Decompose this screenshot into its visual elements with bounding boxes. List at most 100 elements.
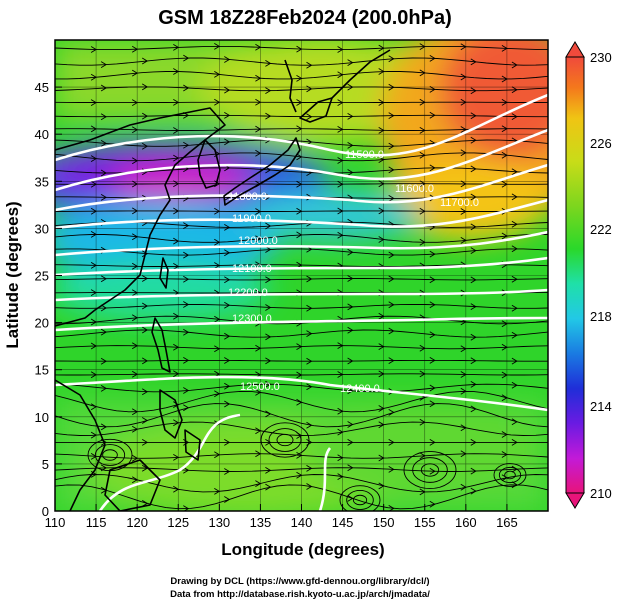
flow-arrowhead (183, 301, 190, 308)
flow-arrowhead (265, 333, 272, 341)
eddy-streamline (403, 450, 457, 490)
flow-arrowhead (501, 474, 508, 482)
streamline (55, 329, 548, 338)
flow-arrowhead (296, 125, 303, 133)
flow-arrowhead (141, 83, 149, 91)
flow-arrowhead (265, 87, 272, 94)
flow-arrowhead (141, 112, 149, 120)
eddy-streamline (346, 490, 374, 510)
flow-arrowhead (296, 343, 303, 350)
flow-arrowhead (378, 343, 385, 350)
flow-arrowhead (214, 315, 221, 323)
flow-arrowhead (347, 495, 354, 502)
contour-label: 12200.0 (228, 287, 268, 299)
flow-arrowhead (183, 84, 190, 92)
flow-arrowhead (296, 471, 303, 479)
flow-arrowhead (378, 180, 385, 188)
flow-arrowhead (511, 193, 518, 201)
y-tick-label: 20 (35, 316, 49, 331)
flow-arrowhead (378, 68, 385, 75)
flow-arrowhead (265, 483, 272, 491)
flow-arrowhead (183, 357, 190, 364)
flow-arrowhead (265, 357, 272, 365)
flow-arrowhead (173, 154, 180, 162)
flow-arrowhead (347, 59, 354, 66)
flow-arrowhead (470, 357, 477, 365)
flow-arrowhead (511, 86, 518, 94)
flow-arrowhead (429, 301, 436, 309)
flow-arrowhead (296, 99, 303, 106)
flow-arrowhead (419, 370, 426, 378)
flow-arrowhead (347, 113, 354, 120)
flow-arrowhead (265, 304, 272, 311)
flow-arrowhead (224, 382, 231, 390)
flow-arrowhead (460, 237, 467, 244)
flow-arrowhead (378, 405, 385, 412)
flow-arrowhead (347, 248, 354, 256)
flow-arrowhead (501, 371, 508, 379)
flow-arrowhead (419, 344, 426, 352)
y-axis: 0 5 10 15 20 25 30 35 40 45 (35, 80, 62, 519)
eddy-streamline (268, 428, 302, 452)
flow-arrowhead (214, 488, 221, 495)
flow-arrowhead (429, 164, 436, 172)
flow-arrowhead (141, 326, 149, 334)
flow-arrowhead (501, 232, 508, 240)
flow-arrowhead (265, 467, 272, 474)
flow-arrowhead (255, 98, 262, 106)
flow-arrowhead (265, 222, 272, 230)
y-tick-label: 15 (35, 363, 49, 378)
flow-arrowhead (347, 439, 354, 446)
flow-arrowhead (337, 231, 344, 239)
flow-arrowhead (131, 408, 139, 416)
flow-arrowhead (501, 180, 508, 188)
flow-arrowhead (470, 276, 477, 284)
flow-arrowhead (255, 427, 262, 435)
flow-arrowhead (255, 208, 262, 215)
flow-arrowhead (183, 387, 190, 394)
flow-arrowhead (378, 44, 385, 52)
flow-arrowhead (306, 483, 313, 490)
flow-arrowhead (501, 99, 508, 106)
flow-arrowhead (470, 247, 477, 254)
coastlines (55, 49, 391, 511)
flow-arrowhead (224, 301, 231, 309)
flow-arrowhead (378, 99, 385, 106)
flow-arrowhead (214, 238, 221, 246)
flow-arrowhead (214, 390, 221, 398)
flow-arrowhead (470, 165, 477, 173)
flow-arrowhead (255, 74, 262, 82)
streamline (55, 57, 548, 66)
flow-arrowhead (347, 169, 354, 176)
flow-arrowhead (183, 251, 190, 259)
x-tick-label: 150 (373, 515, 395, 530)
flow-arrowhead (214, 98, 221, 106)
flow-arrowhead (419, 452, 426, 460)
colorbar-label: 222 (590, 222, 612, 237)
flow-arrowhead (501, 151, 508, 159)
flow-arrowhead (90, 73, 97, 81)
flow-arrowhead (337, 157, 344, 164)
plot-area: 11500.0 11600.0 11700.0 11800.0 11900.0 … (55, 40, 548, 511)
flow-arrowhead (460, 387, 467, 395)
flow-arrowhead (214, 71, 221, 78)
flow-arrowhead (419, 207, 426, 215)
streamline (55, 484, 548, 510)
flow-arrowhead (183, 275, 190, 283)
x-axis: 110 115 120 125 130 135 140 145 150 155 160 165 (45, 504, 518, 530)
flow-arrowhead (90, 403, 97, 411)
flow-arrowhead (429, 276, 436, 284)
flow-arrowhead (460, 424, 467, 432)
y-tick-label: 45 (35, 80, 49, 95)
flow-arrowhead (265, 112, 272, 120)
flow-arrowhead (419, 43, 426, 50)
flow-arrowhead (131, 425, 139, 433)
flow-arrowhead (460, 149, 467, 157)
flow-arrowhead (183, 466, 190, 474)
flow-arrowhead (429, 467, 436, 475)
flow-arrowhead (378, 207, 385, 215)
flow-arrowhead (460, 180, 467, 188)
flow-arrowhead (347, 357, 354, 365)
flow-arrowhead (511, 381, 518, 389)
